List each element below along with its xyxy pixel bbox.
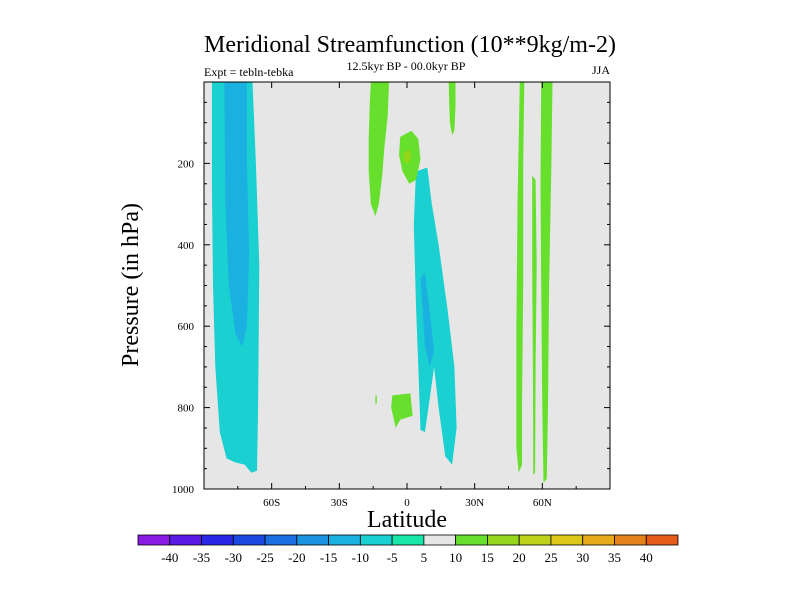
colorbar-label: 25 (544, 550, 557, 565)
contour-patch-3S-850 (391, 393, 413, 428)
colorbar-swatch (201, 534, 234, 546)
y-tick-label: 400 (178, 240, 195, 252)
period-label: 12.5kyr BP - 00.0kyr BP (347, 59, 466, 73)
colorbar-label: 40 (640, 550, 653, 565)
colorbar-swatch (550, 534, 584, 546)
colorbar-swatch (614, 534, 647, 546)
y-tick-label: 600 (178, 321, 195, 333)
contour-band-70S-15 (224, 82, 250, 347)
chart-title: Meridional Streamfunction (10**9kg/m-2) (204, 32, 616, 58)
x-axis-label: Latitude (367, 507, 447, 533)
colorbar-label: -5 (387, 550, 398, 565)
contour-dot-13S-775 (375, 395, 377, 404)
y-tick-label: 800 (178, 403, 195, 415)
colorbar-label: -30 (225, 550, 242, 565)
y-axis-ticks: 200 400 600 800 1000 (172, 158, 610, 496)
colorbar-swatch (359, 534, 393, 546)
colorbar-swatch (455, 534, 488, 546)
colorbar-swatch (645, 534, 679, 546)
x-tick-label: 30S (331, 497, 348, 509)
season-label: JJA (592, 63, 610, 77)
x-tick-label: 30N (465, 497, 484, 509)
contour-regions (211, 82, 553, 483)
colorbar-label: -15 (320, 550, 337, 565)
colorbar-swatch (296, 534, 329, 546)
colorbar-label: -40 (161, 550, 178, 565)
colorbar-label: 15 (481, 550, 494, 565)
y-tick-label: 1000 (172, 484, 195, 496)
colorbar-swatch (487, 534, 520, 546)
colorbar-label: 5 (421, 550, 428, 565)
colorbar-label: 20 (513, 550, 526, 565)
colorbar-label: -25 (256, 550, 273, 565)
colorbar-label: -35 (193, 550, 210, 565)
contour-patch-18N-5 (448, 82, 456, 135)
x-tick-label: 0 (404, 497, 410, 509)
x-tick-label: 60S (263, 497, 280, 509)
colorbar-swatch (169, 534, 202, 546)
y-minor-ticks (204, 101, 610, 470)
colorbar-swatch (232, 534, 266, 546)
colorbar-label: 30 (576, 550, 589, 565)
contour-patch-15S-5 (368, 82, 389, 217)
colorbar-swatch (582, 534, 615, 546)
x-tick-label: 60N (533, 497, 552, 509)
colorbar-label: -10 (352, 550, 369, 565)
y-axis-label: Pressure (in hPa) (118, 203, 144, 367)
colorbar-swatch (423, 534, 457, 546)
colorbar: -40 -35 -30 -25 -20 -15 -10 -5 5 10 15 20 25 30 35 40 (137, 534, 679, 565)
contour-band-62N-5 (540, 82, 553, 483)
contour-band-50N-5 (516, 82, 525, 473)
colorbar-swatch (518, 534, 552, 546)
y-tick-label: 200 (178, 158, 195, 170)
colorbar-label: 35 (608, 550, 621, 565)
colorbar-swatch (137, 534, 171, 546)
colorbar-swatch (391, 534, 425, 546)
experiment-label: Expt = tebln-tebka (204, 65, 294, 79)
contour-cell-15N-10 (413, 167, 457, 465)
contour-patch-0-10 (403, 149, 412, 164)
x-axis-ticks: 60S 30S 0 30N 60N (237, 82, 577, 509)
colorbar-label: 10 (449, 550, 462, 565)
contour-band-57N-5 (532, 175, 537, 475)
colorbar-label: -20 (288, 550, 305, 565)
colorbar-swatch (264, 534, 298, 546)
contour-cell-15N-15 (420, 273, 435, 367)
colorbar-swatch (328, 534, 361, 546)
